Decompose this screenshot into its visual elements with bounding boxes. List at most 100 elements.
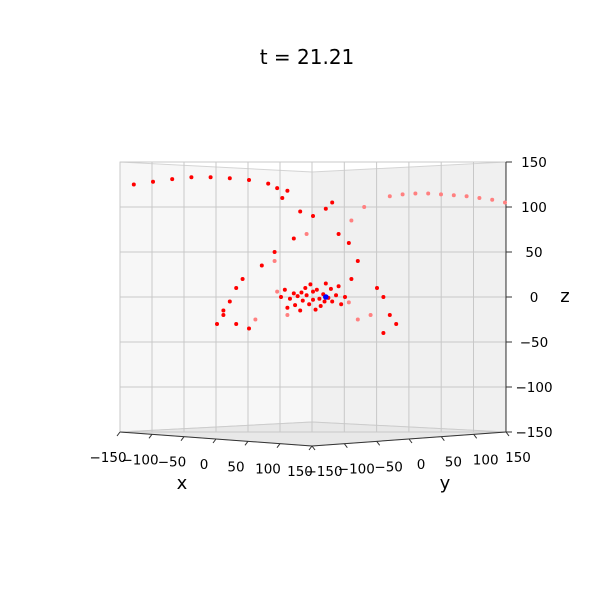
scatter-point: [387, 194, 392, 199]
z-axis-label: z: [560, 286, 569, 307]
y-tick-label: −100: [338, 462, 375, 478]
y-tick-mark: [343, 443, 348, 448]
x-axis-ticks: −150−100 −50 0 50 100 150: [89, 431, 313, 480]
y-tick-label: −150: [305, 464, 342, 480]
x-tick-mark: [276, 443, 281, 448]
scatter-point: [346, 300, 351, 305]
scatter-point: [291, 236, 296, 241]
scatter-point: [328, 286, 333, 291]
scatter-point: [253, 317, 258, 322]
scatter-point: [311, 289, 315, 294]
scatter-point: [131, 182, 136, 187]
scatter-point: [215, 322, 219, 326]
scatter-point: [280, 196, 285, 200]
scatter-point: [240, 277, 245, 281]
scatter-point: [313, 307, 318, 312]
scatter-point: [349, 218, 354, 223]
scatter-point: [308, 282, 313, 287]
x-tick-label: −50: [158, 455, 187, 471]
scatter-point: [291, 291, 296, 296]
scatter-point: [298, 308, 303, 313]
scatter-point: [151, 179, 155, 184]
z-tick-label: 150: [521, 155, 547, 171]
scatter-point: [375, 286, 379, 290]
x-tick-label: −150: [89, 450, 126, 466]
scatter-point: [285, 313, 290, 317]
scatter-point: [334, 293, 339, 298]
scatter-point: [221, 313, 226, 317]
scatter-point: [304, 293, 309, 298]
x-tick-label: −100: [121, 452, 158, 468]
scatter-point: [275, 289, 280, 294]
scatter-point: [368, 313, 373, 317]
y-tick-label: 0: [417, 457, 426, 473]
scatter-point: [307, 302, 312, 307]
scatter-point: [299, 290, 304, 295]
z-tick-label: −50: [520, 335, 549, 351]
scatter-point: [330, 200, 335, 205]
z-axis-ticks: −150 −100 −50 0 50 100 150: [506, 155, 553, 441]
scatter-point: [272, 259, 277, 263]
scatter-point: [247, 326, 251, 331]
scatter-point: [381, 331, 386, 335]
z-tick-label: −150: [515, 425, 552, 441]
scatter-point: [339, 302, 344, 307]
scatter-point: [464, 194, 469, 199]
scatter-point: [298, 209, 303, 214]
scatter-point: [400, 192, 405, 197]
x-tick-label: 50: [227, 459, 244, 475]
scatter-point: [234, 322, 239, 326]
scatter-point: [227, 176, 232, 181]
scatter-point: [285, 188, 290, 193]
scatter-point: [227, 299, 232, 304]
x-tick-mark: [148, 434, 153, 439]
scatter-point: [336, 284, 341, 289]
scatter-point: [189, 175, 194, 180]
scatter-point: [300, 298, 305, 303]
scatter-point: [336, 232, 341, 236]
scatter-point: [318, 304, 323, 308]
scatter-point: [323, 206, 328, 211]
y-tick-mark: [311, 445, 316, 451]
scatter-point: [426, 191, 431, 196]
scatter-point: [285, 305, 290, 310]
y-tick-mark: [473, 434, 478, 439]
scatter-point: [490, 197, 495, 202]
z-tick-label: −100: [515, 380, 552, 396]
scatter-point: [208, 175, 213, 180]
scatter-point: [282, 287, 287, 292]
scatter-point: [314, 287, 319, 292]
scatter-point: [311, 297, 315, 302]
scatter-point: [303, 286, 308, 290]
scatter-point: [279, 295, 283, 299]
scatter-points: [131, 175, 507, 335]
scatter-point: [304, 232, 309, 236]
scatter-point: [355, 259, 360, 263]
y-tick-label: 150: [505, 450, 531, 466]
scatter-point: [322, 299, 327, 304]
scatter-point: [381, 295, 386, 299]
scatter-point: [221, 308, 226, 313]
scatter-point: [259, 263, 264, 268]
scatter-point: [311, 214, 315, 218]
x-tick-label: 150: [287, 464, 313, 480]
scatter-point: [349, 277, 354, 281]
y-tick-mark: [376, 441, 381, 446]
chart-title: t = 21.21: [260, 45, 355, 69]
scatter-point: [439, 192, 443, 197]
scatter-point: [295, 294, 300, 299]
x-tick-mark: [244, 441, 249, 446]
x-tick-label: 100: [255, 462, 281, 478]
scatter-point: [323, 294, 329, 300]
scatter-point: [387, 313, 392, 317]
x-tick-mark: [308, 445, 313, 451]
scatter-point: [323, 281, 328, 286]
scatter-point: [330, 299, 335, 304]
scatter-point: [477, 196, 482, 200]
scatter-point: [394, 322, 399, 326]
scatter-point: [170, 177, 175, 182]
scatter-point: [266, 181, 271, 186]
scatter-point: [275, 186, 280, 191]
y-tick-label: 50: [445, 455, 462, 471]
